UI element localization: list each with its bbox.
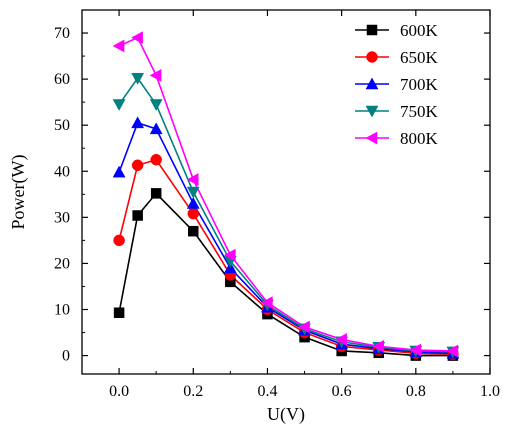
data-point-800K (149, 69, 162, 82)
data-point-800K (298, 320, 310, 334)
series-markers (112, 31, 460, 361)
legend: 600K 650K 700K 750K 800K (355, 21, 439, 148)
legend-label: 750K (400, 102, 439, 121)
y-tick-label: 60 (54, 71, 70, 88)
data-point-600K (150, 188, 162, 199)
data-point-800K (223, 248, 236, 262)
data-point-800K (260, 296, 273, 310)
plot-frame (81, 9, 491, 375)
y-tick-label: 70 (54, 25, 70, 42)
data-point-700K (149, 122, 163, 135)
data-point-800K (335, 333, 347, 346)
data-point-650K (131, 159, 144, 172)
data-point-800K (112, 39, 125, 53)
x-axis-label: U(V) (267, 404, 305, 425)
data-point-650K (113, 234, 125, 247)
axis-ticks: 0.0 0.2 0.4 0.6 0.8 1.0 0 10 20 30 40 50 60 70 (54, 9, 500, 400)
y-tick-label: 0 (62, 348, 70, 365)
data-point-750K (186, 186, 200, 199)
x-tick-label: 0.0 (109, 383, 129, 400)
legend-marker-800K (365, 131, 378, 145)
series-line-700K (118, 121, 453, 355)
x-tick-label: 0.8 (406, 383, 426, 400)
data-point-800K (446, 344, 459, 358)
y-tick-label: 40 (54, 163, 70, 180)
data-point-700K (131, 116, 145, 129)
legend-marker-700K (365, 77, 379, 90)
y-tick-label: 30 (54, 209, 70, 226)
x-tick-label: 0.2 (183, 383, 203, 400)
legend-marker-600K (366, 24, 378, 36)
data-point-750K (131, 72, 145, 85)
data-point-800K (409, 343, 422, 357)
data-point-650K (187, 207, 200, 220)
x-tick-label: 1.0 (480, 383, 500, 400)
y-tick-label: 50 (54, 117, 70, 134)
data-point-700K (112, 165, 126, 178)
data-point-750K (149, 99, 163, 111)
legend-marker-750K (365, 105, 379, 118)
legend-label: 600K (400, 21, 439, 40)
data-point-750K (112, 99, 126, 111)
y-tick-label: 20 (54, 255, 70, 272)
data-point-600K (188, 225, 199, 237)
x-tick-label: 0.4 (257, 383, 277, 400)
legend-label: 800K (400, 129, 439, 148)
y-tick-label: 10 (54, 301, 70, 318)
data-point-700K (186, 196, 200, 209)
legend-label: 700K (400, 75, 439, 94)
data-point-800K (186, 173, 199, 186)
data-point-800K (372, 339, 384, 353)
series-line-600K (118, 192, 453, 357)
x-tick-label: 0.6 (332, 383, 352, 400)
y-axis-label: Power(W) (8, 155, 29, 230)
legend-marker-650K (366, 51, 378, 63)
data-point-600K (113, 307, 125, 318)
data-point-800K (131, 31, 143, 45)
data-point-650K (150, 153, 162, 166)
legend-label: 650K (400, 48, 439, 67)
data-point-600K (132, 210, 143, 221)
